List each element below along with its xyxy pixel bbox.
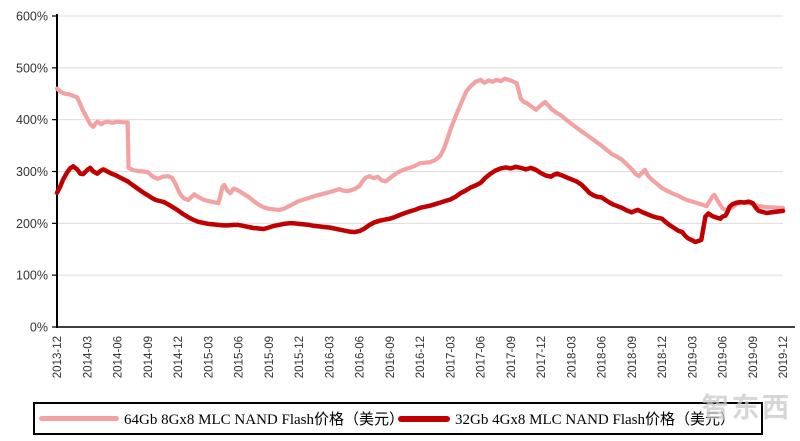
price-chart: 0% 100% 200% 300% 400% 500% 600% 2013-12 2014-03… (16, 10, 795, 378)
x-tick-label: 2014-06 (113, 336, 125, 378)
x-tick-label: 2016-12 (415, 336, 427, 378)
x-tick-label: 2018-06 (597, 336, 609, 378)
x-tick-label: 2017-03 (445, 336, 457, 378)
x-tick-label: 2015-12 (294, 336, 306, 378)
x-tick-label: 2018-09 (627, 336, 639, 378)
legend-item-32gb: 32Gb 4Gx8 MLC NAND Flash价格（美元） (398, 408, 757, 429)
x-tick-label: 2016-03 (324, 336, 336, 378)
x-tick-label: 2017-12 (536, 336, 548, 378)
x-tick-label: 2013-12 (52, 336, 64, 378)
y-tick-label: 200% (16, 217, 48, 231)
x-tick-label: 2016-09 (385, 336, 397, 378)
x-tick-label: 2014-12 (173, 336, 185, 378)
y-tick-label: 600% (16, 10, 48, 24)
x-tick-label: 2016-06 (355, 336, 367, 378)
x-tick-label: 2014-03 (82, 336, 94, 378)
x-tick-label: 2019-06 (718, 336, 730, 378)
x-tick-label: 2015-03 (203, 336, 215, 378)
y-tick-label: 300% (16, 165, 48, 179)
x-tick-label: 2015-09 (264, 336, 276, 378)
x-tick-label: 2015-06 (234, 336, 246, 378)
x-tick-label: 2018-03 (566, 336, 578, 378)
x-tick-label: 2019-12 (778, 336, 790, 378)
legend-label-32gb: 32Gb 4Gx8 MLC NAND Flash价格（美元） (455, 412, 736, 428)
x-tick-label: 2019-09 (748, 336, 760, 378)
y-tick-label: 0% (30, 321, 48, 335)
series-line-32gb (54, 164, 786, 245)
x-tick-label: 2018-12 (657, 336, 669, 378)
legend-item-64gb: 64Gb 8Gx8 MLC NAND Flash价格（美元） (39, 408, 398, 429)
chart-legend: 64Gb 8Gx8 MLC NAND Flash价格（美元） 32Gb 4Gx8… (33, 402, 763, 435)
x-tick-label: 2017-06 (476, 336, 488, 378)
y-tick-label: 500% (16, 61, 48, 75)
x-tick-label: 2017-09 (506, 336, 518, 378)
y-tick-label: 400% (16, 113, 48, 127)
x-tick-label: 2014-09 (143, 336, 155, 378)
series-line-64gb (54, 76, 786, 212)
x-tick-label: 2019-03 (687, 336, 699, 378)
legend-swatch-32gb-darkred (398, 415, 450, 422)
legend-label-64gb: 64Gb 8Gx8 MLC NAND Flash价格（美元） (124, 412, 398, 428)
legend-swatch-64gb-pink (39, 416, 119, 421)
y-tick-label: 100% (16, 269, 48, 283)
